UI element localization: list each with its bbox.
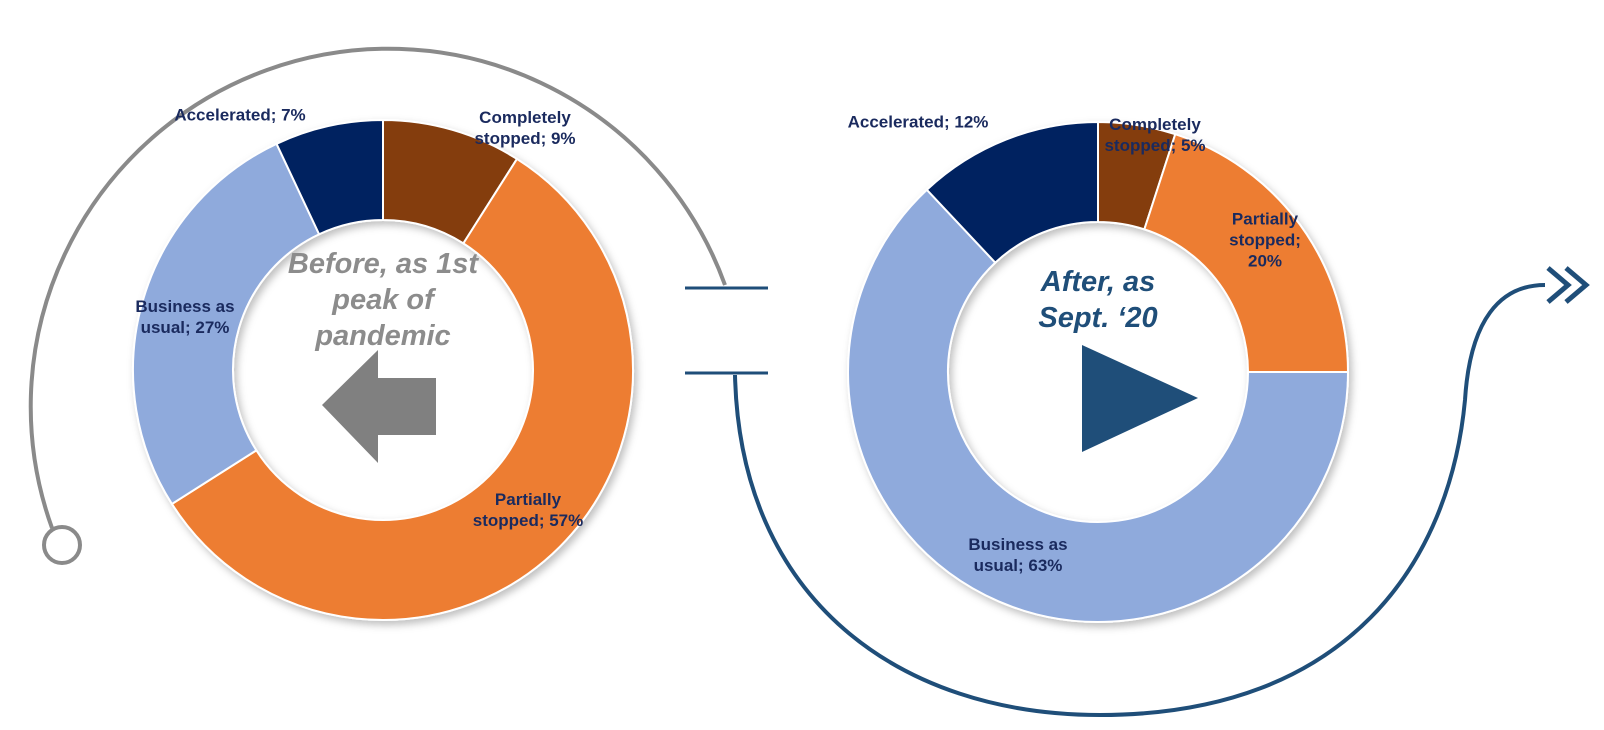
data-label: Completely stopped; 5% xyxy=(1104,115,1206,155)
arc-start-circle xyxy=(42,525,82,565)
gray-arc xyxy=(28,46,727,529)
center-title: Before, as 1st peak of pandemic xyxy=(287,248,479,352)
donut xyxy=(132,118,634,621)
donut-segment xyxy=(925,120,1099,265)
data-label: Business as usual; 27% xyxy=(135,297,235,337)
data-label: Business as usual; 63% xyxy=(968,535,1068,575)
donut xyxy=(847,120,1350,623)
donut-segment xyxy=(170,157,634,621)
left-arrow xyxy=(322,350,436,463)
donut-segment xyxy=(132,142,321,506)
donut-segment xyxy=(275,118,384,236)
data-label: Partially stopped; 57% xyxy=(472,490,584,530)
center-title: After, as Sept. ‘20 xyxy=(1038,266,1158,334)
navy-curve xyxy=(733,283,1546,718)
play-triangle xyxy=(1082,345,1198,452)
donut-segment xyxy=(1143,132,1350,373)
chevron-arrow xyxy=(1546,266,1590,304)
donut-segment xyxy=(847,188,1350,623)
data-label: Partially stopped; 20% xyxy=(1229,209,1301,271)
donuts xyxy=(132,118,1350,623)
data-label: Accelerated; 7% xyxy=(174,105,306,125)
data-label: Accelerated; 12% xyxy=(847,112,989,132)
data-label: Completely stopped; 9% xyxy=(474,108,576,148)
